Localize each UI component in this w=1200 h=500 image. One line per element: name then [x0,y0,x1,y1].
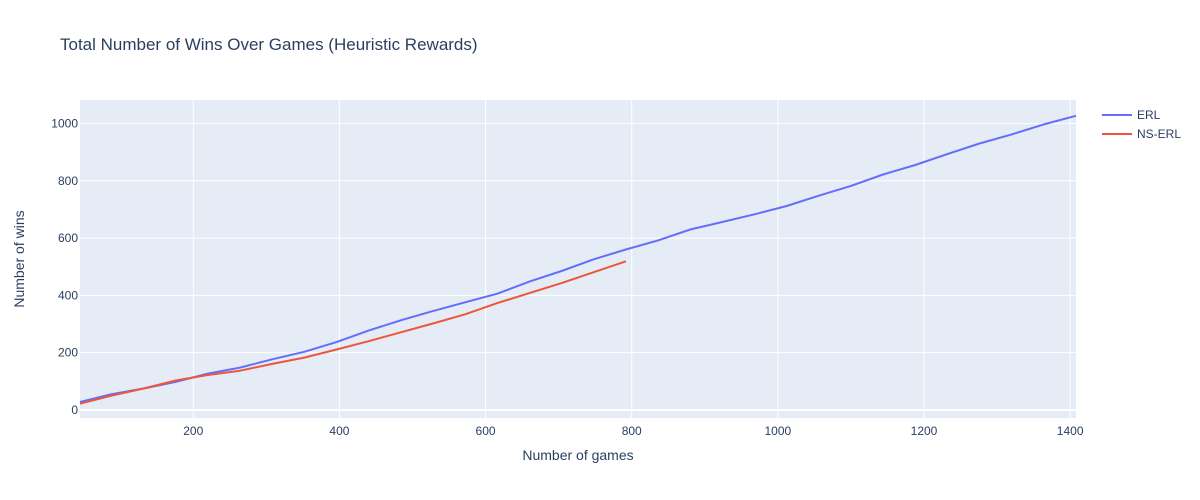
legend-item-erl[interactable]: ERL [1102,108,1161,122]
x-tick-label: 1400 [1057,424,1084,438]
series-lines [79,114,1077,405]
x-axis-ticks: 200 400 600 800 1000 1200 1400 [183,424,1084,438]
y-tick-label: 1000 [51,116,78,130]
x-axis-title: Number of games [522,447,633,463]
series-line-erl [79,114,1077,403]
legend-label: NS-ERL [1137,127,1181,141]
legend-label: ERL [1137,108,1161,122]
y-axis-ticks: 0 200 400 600 800 1000 [51,116,78,416]
y-axis-title: Number of wins [11,210,27,307]
x-tick-label: 400 [329,424,349,438]
legend-item-ns-erl[interactable]: NS-ERL [1102,127,1181,141]
x-tick-label: 1000 [765,424,792,438]
x-tick-label: 600 [476,424,496,438]
chart-title: Total Number of Wins Over Games (Heurist… [60,35,478,54]
y-tick-label: 600 [58,231,78,245]
x-tick-label: 200 [183,424,203,438]
y-tick-label: 200 [58,346,78,360]
y-tick-label: 400 [58,288,78,302]
plot-area [80,100,1076,418]
x-tick-label: 800 [622,424,642,438]
series-line-ns-erl [79,260,627,405]
y-tick-label: 800 [58,174,78,188]
y-tick-label: 0 [71,403,78,417]
x-tick-label: 1200 [911,424,938,438]
legend[interactable]: ERL NS-ERL [1102,108,1181,141]
gridlines [80,100,1076,418]
